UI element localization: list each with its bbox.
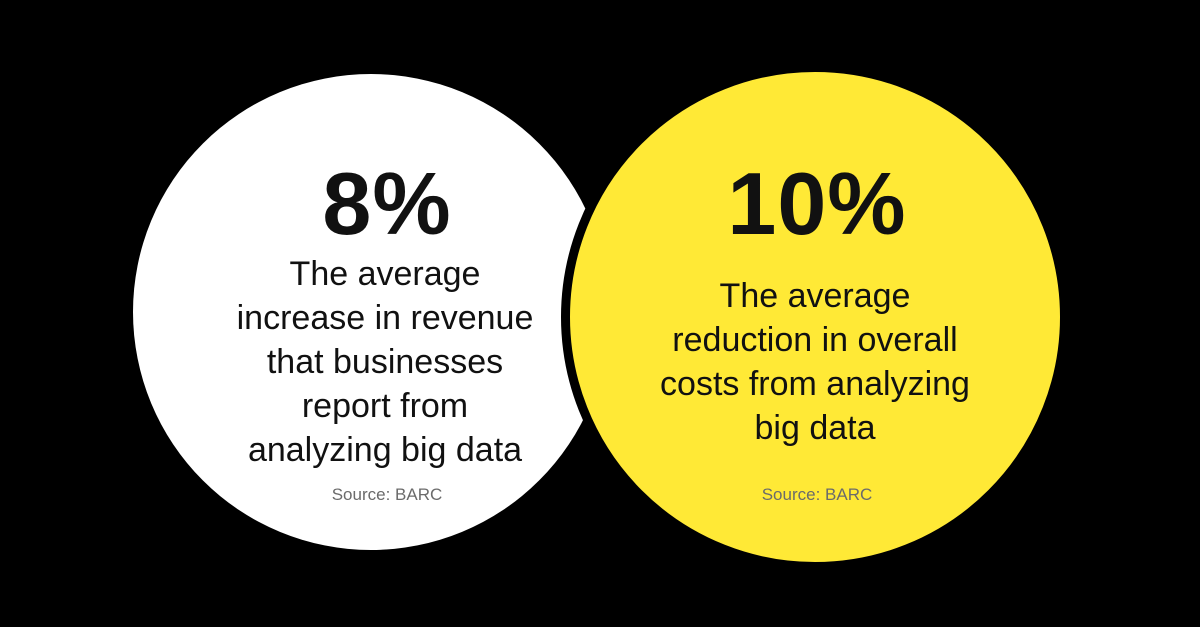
revenue-stat-description: The average increase in revenue that bus… (212, 252, 558, 472)
description-line: reduction in overall (672, 321, 958, 359)
costs-stat-description: The average reduction in overall costs f… (640, 274, 990, 450)
costs-stat-source: Source: BARC (761, 485, 873, 504)
revenue-stat-circle (133, 74, 609, 550)
description-line: that businesses (266, 343, 504, 381)
description-line: The average (289, 255, 481, 293)
description-line: The average (719, 277, 911, 315)
description-line: big data (754, 409, 876, 447)
description-line: increase in revenue (236, 299, 534, 337)
costs-stat-value: 10% (727, 154, 907, 253)
revenue-stat-source: Source: BARC (331, 485, 443, 504)
description-line: report from (301, 387, 469, 425)
revenue-stat-value: 8% (322, 154, 452, 253)
description-line: analyzing big data (247, 431, 523, 469)
costs-stat-circle (561, 63, 1069, 571)
description-line: costs from analyzing (660, 365, 970, 403)
